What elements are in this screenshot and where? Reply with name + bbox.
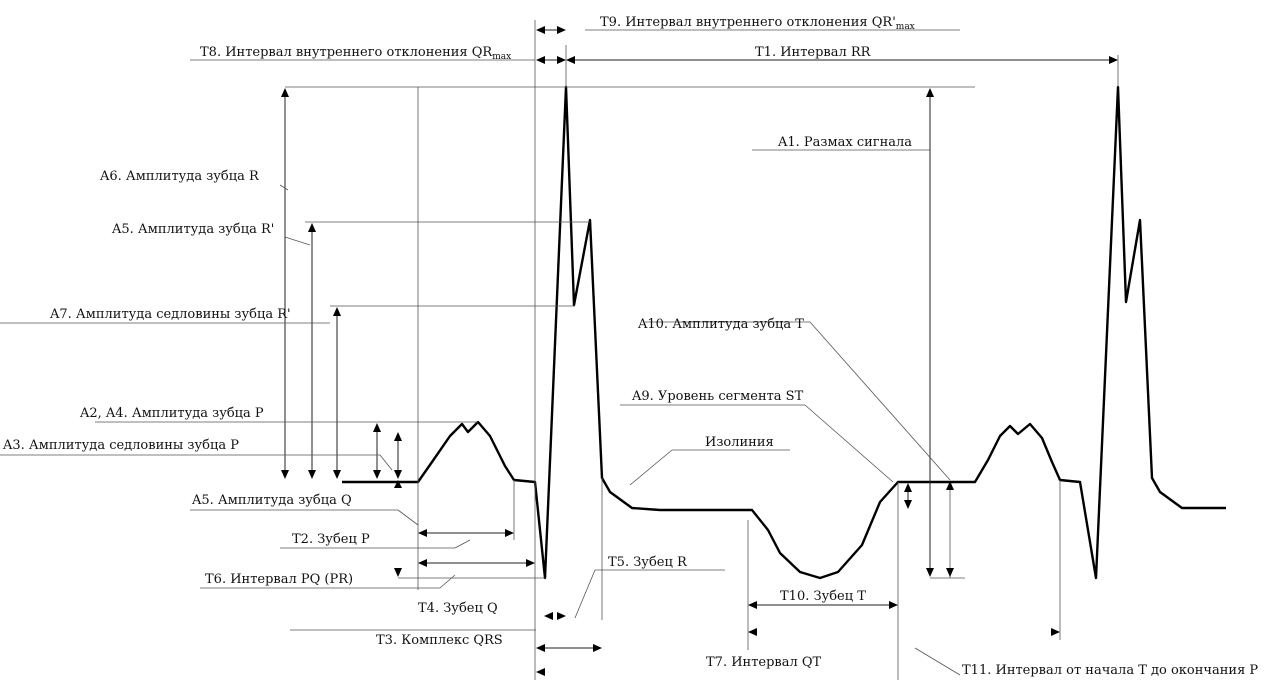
label-isoline: Изолиния [705, 435, 774, 450]
label-t6: T6. Интервал PQ (PR) [205, 572, 353, 587]
amplitude-markers [281, 88, 954, 577]
label-a5-q: A5. Амплитуда зубца Q [191, 493, 352, 508]
label-a3: A3. Амплитуда седловины зубца P [2, 438, 239, 453]
label-t5: T5. Зубец R [608, 555, 688, 570]
ecg-signal [342, 85, 1226, 580]
label-t8: T8. Интервал внутреннего отклонения QRma… [200, 45, 511, 62]
interval-markers [418, 26, 1118, 676]
label-a10: A10. Амплитуда зубца T [637, 317, 804, 332]
label-t11: T11. Интервал от начала T до окончания P [962, 663, 1258, 678]
label-t9: T9. Интервал внутреннего отклонения QR'm… [600, 15, 915, 32]
leader-lines [0, 29, 961, 676]
label-t10: T10. Зубец T [780, 589, 866, 604]
label-t1: T1. Интервал RR [755, 45, 872, 60]
label-t2: T2. Зубец P [292, 532, 370, 547]
guide-lines [285, 20, 1119, 680]
label-t3: T3. Комплекс QRS [376, 633, 503, 648]
label-a9: A9. Уровень сегмента ST [631, 389, 804, 404]
label-a2-a4: A2, A4. Амплитуда зубца P [79, 406, 264, 421]
label-t7: T7. Интервал QT [706, 655, 822, 670]
label-a1: A1. Размах сигнала [777, 135, 912, 150]
label-t4: T4. Зубец Q [418, 601, 498, 616]
label-a5-r-prime: A5. Амплитуда зубца R' [111, 222, 274, 237]
label-a7: A7. Амплитуда седловины зубца R' [49, 307, 291, 322]
labels: T8. Интервал внутреннего отклонения QRma… [2, 15, 1258, 678]
label-a6: A6. Амплитуда зубца R [99, 169, 260, 184]
